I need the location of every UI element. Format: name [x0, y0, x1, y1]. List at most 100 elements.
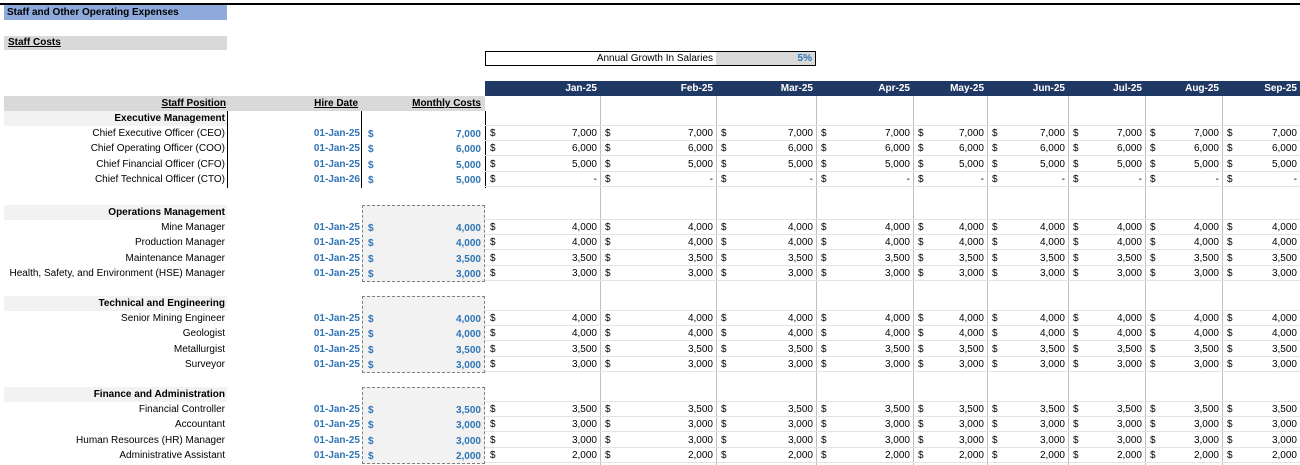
monthly-cost-cell[interactable]: 5,000 [455, 160, 481, 171]
month-value-cell[interactable]: 4,000 [884, 237, 910, 248]
month-value-cell[interactable]: 3,000 [1193, 435, 1219, 446]
month-value-cell[interactable]: 3,500 [1193, 404, 1219, 415]
month-value-cell[interactable]: 3,000 [1193, 419, 1219, 430]
month-value-cell[interactable]: 5,000 [687, 159, 713, 170]
month-value-cell[interactable]: 4,000 [884, 313, 910, 324]
hire-date-cell[interactable]: 01-Jan-25 [313, 143, 360, 154]
month-value-cell[interactable]: 3,500 [958, 344, 984, 355]
staff-position-cell[interactable]: Maintenance Manager [125, 253, 225, 264]
hire-date-cell[interactable]: 01-Jan-25 [313, 359, 360, 370]
hire-date-cell[interactable]: 01-Jan-25 [313, 313, 360, 324]
month-value-cell[interactable]: 3,000 [787, 419, 813, 430]
month-value-cell[interactable]: 6,000 [687, 143, 713, 154]
monthly-cost-cell[interactable]: 4,000 [455, 314, 481, 325]
month-value-cell[interactable]: 7,000 [1271, 128, 1297, 139]
monthly-cost-cell[interactable]: 3,000 [455, 360, 481, 371]
month-value-cell[interactable]: 3,500 [1116, 344, 1142, 355]
staff-position-cell[interactable]: Senior Mining Engineer [121, 313, 225, 324]
monthly-cost-cell[interactable]: 5,000 [455, 175, 481, 186]
month-value-cell[interactable]: 3,000 [687, 435, 713, 446]
month-value-cell[interactable]: 4,000 [1039, 313, 1065, 324]
monthly-cost-cell[interactable]: 6,000 [455, 144, 481, 155]
month-value-cell[interactable]: 4,000 [1271, 222, 1297, 233]
hire-date-cell[interactable]: 01-Jan-25 [313, 404, 360, 415]
month-value-cell[interactable]: 3,000 [1039, 359, 1065, 370]
staff-position-cell[interactable]: Production Manager [134, 237, 225, 248]
month-value-cell[interactable]: 4,000 [787, 328, 813, 339]
month-value-cell[interactable]: 3,000 [1271, 435, 1297, 446]
month-value-cell[interactable]: 3,000 [884, 268, 910, 279]
month-header-mar-25[interactable]: Mar-25 [780, 83, 813, 94]
month-value-cell[interactable]: - [980, 174, 984, 185]
monthly-cost-cell[interactable]: 3,000 [455, 420, 481, 431]
month-value-cell[interactable]: 6,000 [1193, 143, 1219, 154]
month-value-cell[interactable]: 3,000 [958, 435, 984, 446]
month-header-jan-25[interactable]: Jan-25 [565, 83, 597, 94]
month-value-cell[interactable]: 4,000 [1193, 237, 1219, 248]
monthly-cost-cell[interactable]: 3,000 [455, 269, 481, 280]
month-value-cell[interactable]: - [809, 174, 813, 185]
month-value-cell[interactable]: 7,000 [787, 128, 813, 139]
month-value-cell[interactable]: 4,000 [1116, 222, 1142, 233]
month-value-cell[interactable]: 4,000 [1271, 313, 1297, 324]
month-value-cell[interactable]: 3,000 [1116, 435, 1142, 446]
hire-date-cell[interactable]: 01-Jan-25 [313, 128, 360, 139]
month-value-cell[interactable]: 3,000 [958, 268, 984, 279]
month-header-jul-25[interactable]: Jul-25 [1113, 83, 1142, 94]
month-value-cell[interactable]: 6,000 [1271, 143, 1297, 154]
staff-position-cell[interactable]: Human Resources (HR) Manager [76, 435, 225, 446]
month-value-cell[interactable]: 3,500 [1039, 344, 1065, 355]
staff-position-cell[interactable]: Health, Safety, and Environment (HSE) Ma… [9, 268, 225, 279]
month-value-cell[interactable]: 5,000 [1193, 159, 1219, 170]
month-value-cell[interactable]: 4,000 [958, 328, 984, 339]
month-value-cell[interactable]: 6,000 [884, 143, 910, 154]
hire-date-header[interactable]: Hire Date [314, 98, 358, 109]
month-value-cell[interactable]: 4,000 [1116, 237, 1142, 248]
month-value-cell[interactable]: 3,000 [1271, 268, 1297, 279]
staff-position-cell[interactable]: Accountant [174, 419, 225, 430]
monthly-cost-cell[interactable]: 4,000 [455, 223, 481, 234]
month-value-cell[interactable]: 4,000 [958, 237, 984, 248]
month-value-cell[interactable]: 6,000 [787, 143, 813, 154]
month-value-cell[interactable]: 5,000 [958, 159, 984, 170]
month-value-cell[interactable]: 3,500 [1271, 404, 1297, 415]
month-value-cell[interactable]: 5,000 [1271, 159, 1297, 170]
month-value-cell[interactable]: 6,000 [1116, 143, 1142, 154]
staff-position-header[interactable]: Staff Position [161, 98, 226, 109]
month-value-cell[interactable]: 3,500 [787, 253, 813, 264]
month-value-cell[interactable]: 7,000 [571, 128, 597, 139]
section-header[interactable]: Technical and Engineering [98, 298, 225, 309]
hire-date-cell[interactable]: 01-Jan-25 [313, 268, 360, 279]
month-value-cell[interactable]: 3,000 [1116, 419, 1142, 430]
month-value-cell[interactable]: 4,000 [1271, 237, 1297, 248]
monthly-cost-cell[interactable]: 3,500 [455, 405, 481, 416]
month-value-cell[interactable]: 3,500 [884, 344, 910, 355]
month-value-cell[interactable]: 3,000 [571, 435, 597, 446]
month-value-cell[interactable]: - [1138, 174, 1142, 185]
month-header-feb-25[interactable]: Feb-25 [680, 83, 713, 94]
section-header[interactable]: Operations Management [108, 207, 225, 218]
month-value-cell[interactable]: 3,500 [571, 344, 597, 355]
month-value-cell[interactable]: 2,000 [1271, 450, 1297, 461]
monthly-cost-cell[interactable]: 3,000 [455, 436, 481, 447]
month-header-may-25[interactable]: May-25 [950, 83, 984, 94]
month-value-cell[interactable]: 4,000 [687, 328, 713, 339]
monthly-cost-cell[interactable]: 2,000 [455, 451, 481, 462]
month-value-cell[interactable]: 4,000 [787, 237, 813, 248]
month-value-cell[interactable]: 3,000 [687, 419, 713, 430]
month-value-cell[interactable]: - [593, 174, 597, 185]
month-value-cell[interactable]: 5,000 [1116, 159, 1142, 170]
month-value-cell[interactable]: 4,000 [571, 328, 597, 339]
month-value-cell[interactable]: 3,000 [1271, 359, 1297, 370]
sheet-title[interactable]: Staff and Other Operating Expenses [4, 5, 227, 20]
staff-position-cell[interactable]: Geologist [182, 328, 225, 339]
month-value-cell[interactable]: 4,000 [884, 222, 910, 233]
month-value-cell[interactable]: 3,000 [1116, 268, 1142, 279]
month-value-cell[interactable]: 3,000 [884, 435, 910, 446]
month-value-cell[interactable]: 4,000 [687, 222, 713, 233]
month-value-cell[interactable]: 3,000 [571, 268, 597, 279]
staff-position-cell[interactable]: Mine Manager [161, 222, 225, 233]
staff-costs-label[interactable]: Staff Costs [4, 36, 227, 50]
month-value-cell[interactable]: 3,000 [884, 359, 910, 370]
section-header[interactable]: Finance and Administration [93, 389, 225, 400]
